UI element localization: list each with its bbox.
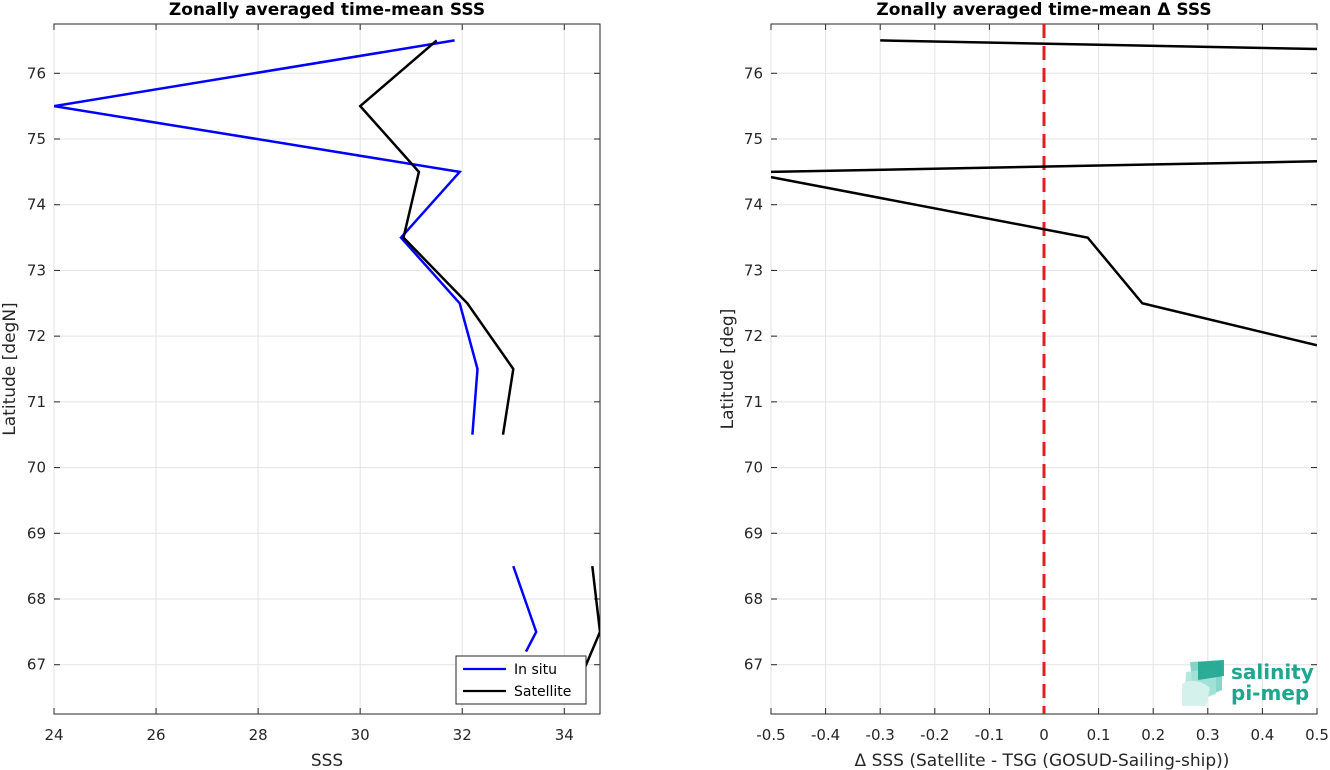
x-tick-label: -0.1 bbox=[975, 726, 1004, 744]
right-tick-labels: -0.5 -0.4 -0.3 -0.2 -0.1 0 0.1 0.2 0.3 0.4 0.5 67 68… bbox=[744, 64, 1329, 744]
right-x-axis-label: Δ SSS (Satellite - TSG (GOSUD-Sailing-sh… bbox=[855, 751, 1230, 770]
y-tick-label: 71 bbox=[744, 393, 763, 411]
delta-sss-line bbox=[880, 39, 1317, 51]
x-tick-label: 30 bbox=[351, 726, 370, 744]
y-tick-label: 75 bbox=[744, 130, 763, 148]
salinity-pi-mep-logo: salinity pi-mep bbox=[1182, 660, 1314, 706]
x-tick-label: -0.2 bbox=[920, 726, 949, 744]
y-tick-label: 72 bbox=[27, 327, 46, 345]
y-tick-label: 74 bbox=[27, 196, 46, 214]
right-chart-title: Zonally averaged time-mean Δ SSS bbox=[876, 0, 1211, 20]
x-tick-label: 0.3 bbox=[1196, 726, 1220, 744]
in-situ-line bbox=[512, 565, 538, 653]
in-situ-line bbox=[54, 39, 479, 435]
y-tick-label: 70 bbox=[27, 459, 46, 477]
x-tick-label: 28 bbox=[249, 726, 268, 744]
y-tick-label: 75 bbox=[27, 130, 46, 148]
y-tick-label: 69 bbox=[27, 524, 46, 542]
series-clip-group bbox=[54, 39, 600, 669]
x-tick-label: -0.4 bbox=[811, 726, 840, 744]
y-tick-label: 72 bbox=[744, 327, 763, 345]
left-grid bbox=[53, 24, 600, 714]
y-tick-label: 76 bbox=[27, 64, 46, 82]
legend-label-in-situ: In situ bbox=[514, 662, 557, 678]
y-tick-label: 67 bbox=[27, 656, 46, 674]
x-tick-label: 0.4 bbox=[1250, 726, 1274, 744]
delta-sss-line bbox=[771, 160, 1317, 174]
left-y-axis-label: Latitude [degN] bbox=[0, 302, 20, 435]
x-tick-label: -0.3 bbox=[866, 726, 895, 744]
series-clip-group bbox=[771, 24, 1317, 714]
x-tick-label: 32 bbox=[453, 726, 472, 744]
x-tick-label: 0.2 bbox=[1141, 726, 1165, 744]
wave-logo-icon bbox=[1182, 660, 1224, 706]
left-chart-panel: 24 26 28 30 32 34 67 68 69 70 71 72 73 74 75 76 Zonally… bbox=[0, 0, 601, 770]
satellite-line bbox=[583, 565, 600, 669]
y-tick-label: 74 bbox=[744, 196, 763, 214]
y-tick-label: 73 bbox=[27, 261, 46, 279]
x-tick-label: -0.5 bbox=[756, 726, 785, 744]
left-x-axis-label: SSS bbox=[311, 751, 343, 770]
right-chart-panel: -0.5 -0.4 -0.3 -0.2 -0.1 0 0.1 0.2 0.3 0.4 0.5 67 68… bbox=[718, 0, 1329, 770]
y-tick-label: 70 bbox=[744, 459, 763, 477]
x-tick-label: 0 bbox=[1039, 726, 1049, 744]
left-plot-area bbox=[53, 23, 601, 715]
y-tick-label: 69 bbox=[744, 524, 763, 542]
y-tick-label: 67 bbox=[744, 656, 763, 674]
logo-text-pi-mep: pi-mep bbox=[1231, 681, 1309, 705]
y-tick-label: 73 bbox=[744, 261, 763, 279]
delta-sss-line bbox=[771, 175, 1317, 347]
x-tick-label: 0.5 bbox=[1305, 726, 1329, 744]
y-tick-label: 68 bbox=[27, 590, 46, 608]
legend-box bbox=[455, 655, 587, 705]
x-tick-label: 0.1 bbox=[1087, 726, 1111, 744]
x-tick-label: 24 bbox=[44, 726, 63, 744]
right-y-axis-label: Latitude [deg] bbox=[718, 309, 738, 430]
legend: In situ Satellite bbox=[455, 655, 587, 705]
right-series-layer bbox=[771, 24, 1317, 714]
left-tick-labels: 24 26 28 30 32 34 67 68 69 70 71 72 73 74 75 76 bbox=[27, 64, 574, 744]
left-series-layer bbox=[54, 39, 600, 669]
satellite-line bbox=[358, 39, 515, 435]
left-chart-title: Zonally averaged time-mean SSS bbox=[169, 0, 485, 20]
y-tick-label: 71 bbox=[27, 393, 46, 411]
x-tick-label: 26 bbox=[147, 726, 166, 744]
y-tick-label: 68 bbox=[744, 590, 763, 608]
x-tick-label: 34 bbox=[555, 726, 574, 744]
logo-text-salinity: salinity bbox=[1231, 660, 1314, 684]
legend-label-satellite: Satellite bbox=[514, 684, 571, 700]
y-tick-label: 76 bbox=[744, 64, 763, 82]
